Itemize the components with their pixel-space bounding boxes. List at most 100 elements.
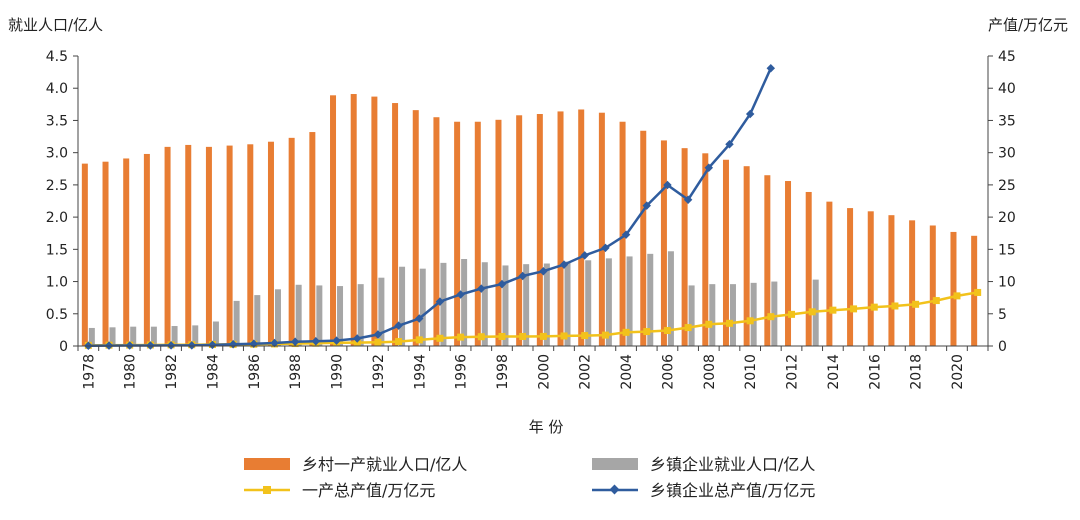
bar-township-employment-1979 bbox=[109, 327, 116, 346]
point-township-output-1987 bbox=[270, 338, 279, 348]
bar-rural-primary-employment-2015 bbox=[847, 208, 854, 346]
bar-rural-primary-employment-1984 bbox=[205, 146, 212, 346]
bar-rural-primary-employment-2020 bbox=[950, 231, 957, 346]
line-township-output bbox=[88, 67, 772, 347]
bar-rural-primary-employment-1983 bbox=[185, 144, 192, 346]
point-primary-output-2009 bbox=[725, 319, 733, 327]
bar-rural-primary-employment-2006 bbox=[660, 140, 667, 346]
point-primary-output-1993 bbox=[395, 338, 403, 346]
bar-township-employment-1981 bbox=[150, 326, 157, 346]
point-primary-output-2008 bbox=[705, 320, 713, 328]
legend-label-township-output: 乡镇企业总产值/万亿元 bbox=[650, 481, 815, 500]
bar-rural-primary-employment-1980 bbox=[123, 158, 130, 346]
right-tick-label: 45 bbox=[998, 49, 1016, 65]
point-primary-output-2015 bbox=[850, 305, 858, 313]
point-primary-output-1994 bbox=[415, 336, 423, 344]
point-primary-output-1992 bbox=[374, 338, 382, 346]
bar-rural-primary-employment-1981 bbox=[143, 153, 150, 346]
bar-rural-primary-employment-2011 bbox=[764, 175, 771, 346]
bar-rural-primary-employment-2013 bbox=[805, 191, 812, 346]
bar-rural-primary-employment-2008 bbox=[702, 153, 709, 346]
x-axis-title: 年 份 bbox=[529, 418, 564, 436]
x-tick-label: 1986 bbox=[247, 354, 263, 390]
bar-rural-primary-employment-1998 bbox=[495, 119, 502, 346]
x-tick-label: 1992 bbox=[371, 354, 387, 390]
line-primary-output bbox=[88, 291, 978, 347]
point-township-output-2000 bbox=[539, 266, 548, 276]
x-tick-label: 2008 bbox=[702, 354, 718, 390]
bar-township-employment-1987 bbox=[274, 289, 281, 346]
point-township-output-1998 bbox=[497, 279, 507, 289]
bar-rural-primary-employment-1991 bbox=[350, 94, 357, 347]
point-township-output-2009 bbox=[725, 140, 734, 149]
bar-township-employment-1994 bbox=[419, 268, 426, 346]
bar-township-employment-1989 bbox=[316, 285, 323, 346]
left-tick-label: 4.5 bbox=[46, 49, 68, 65]
point-township-output-1994 bbox=[414, 314, 424, 323]
bar-township-employment-1992 bbox=[378, 277, 385, 346]
bar-rural-primary-employment-1989 bbox=[309, 132, 316, 346]
point-township-output-2011 bbox=[766, 64, 776, 73]
x-tick-label: 2010 bbox=[743, 354, 759, 390]
point-township-output-1993 bbox=[394, 321, 403, 330]
right-tick-label: 35 bbox=[998, 113, 1016, 129]
bar-rural-primary-employment-2007 bbox=[681, 148, 688, 346]
legend: 乡村一产就业人口/亿人 乡镇企业就业人口/亿人 一产总产值/万亿元 乡镇企业总产… bbox=[244, 455, 815, 500]
right-axis-title: 产值/万亿元 bbox=[988, 16, 1068, 34]
bar-township-employment-1999 bbox=[523, 264, 530, 346]
point-primary-output-2002 bbox=[581, 332, 589, 340]
x-tick-label: 2012 bbox=[785, 354, 801, 390]
point-primary-output-2000 bbox=[539, 332, 547, 340]
point-township-output-2007 bbox=[683, 195, 693, 204]
point-township-output-1996 bbox=[456, 290, 465, 299]
x-tick-label: 2018 bbox=[909, 354, 925, 390]
right-tick-label: 10 bbox=[998, 275, 1016, 291]
right-tick-label: 25 bbox=[998, 178, 1016, 194]
bar-rural-primary-employment-1993 bbox=[392, 103, 399, 347]
point-primary-output-2014 bbox=[829, 306, 837, 314]
bar-township-employment-1985 bbox=[233, 300, 240, 346]
bar-rural-primary-employment-2001 bbox=[557, 111, 564, 346]
point-primary-output-2012 bbox=[788, 310, 796, 318]
point-primary-output-1996 bbox=[457, 333, 465, 341]
x-tick-label: 1980 bbox=[123, 354, 139, 390]
bar-rural-primary-employment-2016 bbox=[867, 211, 874, 346]
point-township-output-1982 bbox=[166, 341, 176, 350]
point-primary-output-2021 bbox=[974, 288, 982, 296]
left-tick-label: 3.5 bbox=[46, 113, 68, 129]
point-township-output-1991 bbox=[352, 334, 362, 343]
left-tick-label: 4.0 bbox=[46, 81, 68, 97]
bar-rural-primary-employment-1996 bbox=[454, 121, 461, 346]
bar-rural-primary-employment-2019 bbox=[929, 225, 936, 346]
bar-township-employment-2009 bbox=[729, 284, 736, 346]
bar-rural-primary-employment-2005 bbox=[640, 130, 647, 346]
bar-township-employment-1986 bbox=[254, 295, 261, 346]
x-tick-label: 2004 bbox=[619, 354, 635, 390]
left-tick-label: 2.0 bbox=[46, 210, 68, 226]
bar-township-employment-1995 bbox=[440, 262, 447, 346]
point-primary-output-1998 bbox=[498, 332, 506, 340]
bar-township-employment-2008 bbox=[709, 284, 716, 346]
x-tick-label: 2016 bbox=[867, 354, 883, 390]
bar-rural-primary-employment-2010 bbox=[743, 166, 750, 346]
x-tick-label: 2014 bbox=[826, 354, 842, 390]
bar-rural-primary-employment-1999 bbox=[516, 115, 523, 347]
legend-label-primary-output: 一产总产值/万亿元 bbox=[302, 481, 435, 500]
legend-label-township-employment: 乡镇企业就业人口/亿人 bbox=[650, 455, 815, 474]
bar-township-employment-2003 bbox=[605, 258, 612, 346]
bar-rural-primary-employment-1979 bbox=[102, 161, 109, 346]
bar-rural-primary-employment-1985 bbox=[226, 145, 233, 346]
x-tick-label: 1990 bbox=[330, 354, 346, 390]
bar-rural-primary-employment-1988 bbox=[288, 137, 295, 346]
bar-rural-primary-employment-1990 bbox=[330, 95, 337, 346]
bar-rural-primary-employment-2014 bbox=[826, 201, 833, 346]
left-axis-title: 就业人口/亿人 bbox=[8, 16, 103, 34]
bar-township-employment-2006 bbox=[667, 251, 674, 346]
legend-label-rural-primary-employment: 乡村一产就业人口/亿人 bbox=[302, 455, 467, 474]
bar-rural-primary-employment-2004 bbox=[619, 121, 626, 346]
x-tick-label: 1996 bbox=[454, 354, 470, 390]
point-primary-output-2018 bbox=[912, 300, 920, 308]
bar-township-employment-1998 bbox=[502, 265, 509, 346]
left-tick-label: 0.5 bbox=[46, 307, 68, 323]
